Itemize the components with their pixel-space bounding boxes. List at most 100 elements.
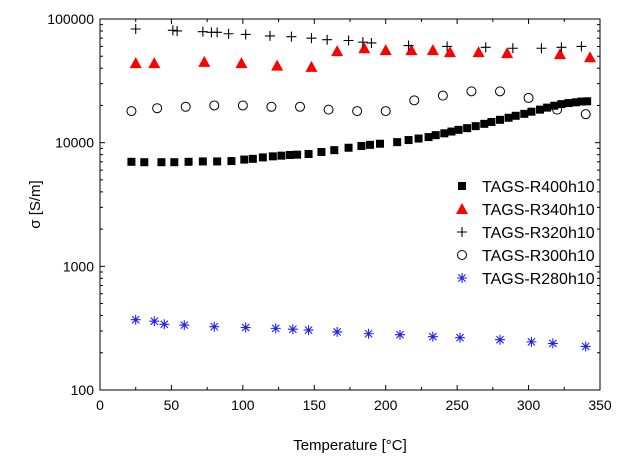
data-point [403, 40, 414, 51]
data-point [317, 148, 326, 157]
data-point [426, 44, 439, 56]
data-point [167, 25, 178, 36]
data-point [536, 43, 547, 54]
x-tick-label: 350 [588, 397, 612, 413]
x-tick-label: 200 [374, 397, 398, 413]
data-point [287, 324, 298, 335]
data-point [366, 140, 374, 149]
data-point [240, 322, 251, 333]
data-point [395, 329, 405, 340]
data-point [405, 44, 418, 56]
data-point [466, 86, 477, 97]
data-point [571, 98, 580, 107]
data-point [209, 100, 220, 111]
data-point [496, 115, 504, 124]
data-point [212, 27, 223, 38]
data-point [148, 57, 161, 69]
data-point [237, 100, 248, 111]
data-point [495, 86, 505, 97]
y-axis: 100 1000 10000 100000 [47, 11, 600, 398]
data-point [248, 154, 257, 163]
data-point [184, 157, 193, 166]
data-point [576, 41, 587, 52]
x-axis-title: Temperature [°C] [293, 437, 407, 454]
data-markers [126, 24, 596, 352]
x-axis: 0 50 100 150 200 250 300 350 [96, 19, 612, 413]
data-point [536, 105, 544, 114]
y-tick-label: 100 [71, 382, 95, 398]
data-point [352, 106, 363, 117]
legend-label: TAGS-R320h10 [482, 225, 595, 242]
data-point [258, 153, 267, 162]
data-point [404, 136, 413, 145]
data-point [240, 29, 251, 40]
data-point [444, 46, 456, 58]
data-point [179, 320, 190, 331]
data-point [127, 157, 136, 166]
data-point [357, 37, 368, 48]
legend-label: TAGS-R280h10 [482, 271, 595, 288]
data-point [305, 60, 318, 72]
legend-marker [458, 182, 466, 190]
data-point [265, 30, 275, 41]
data-point [547, 338, 558, 349]
data-point [552, 104, 563, 115]
data-point [240, 155, 249, 164]
data-point [126, 106, 137, 117]
x-tick-label: 50 [164, 397, 180, 413]
legend-marker [457, 250, 467, 260]
data-point [414, 134, 423, 143]
data-point [295, 101, 305, 112]
data-point [507, 43, 518, 54]
data-point [286, 31, 297, 42]
data-point [543, 103, 552, 112]
data-point [293, 150, 302, 159]
series-TAGS-R280h10 [130, 314, 591, 352]
data-point [580, 341, 591, 352]
data-point [304, 149, 313, 158]
legend-label: TAGS-R400h10 [482, 179, 595, 196]
data-point [463, 124, 472, 133]
data-point [266, 101, 277, 112]
data-point [526, 336, 537, 347]
series-TAGS-R300h10 [126, 86, 591, 120]
data-point [363, 328, 374, 339]
data-point [198, 55, 211, 67]
x-tick-label: 100 [231, 397, 255, 413]
data-point [447, 127, 456, 136]
data-point [227, 157, 236, 166]
data-point [584, 51, 596, 63]
data-point [366, 37, 377, 48]
data-point [471, 122, 480, 131]
data-point [504, 113, 513, 122]
data-point [454, 125, 463, 134]
y-axis-title: σ [S/m] [27, 180, 44, 228]
data-point [379, 44, 392, 56]
data-point [209, 321, 220, 332]
series-TAGS-R320h10 [130, 24, 587, 54]
data-point [472, 46, 485, 58]
data-point [409, 95, 420, 106]
data-point [159, 319, 170, 330]
data-point [577, 97, 586, 106]
data-point [170, 158, 179, 167]
data-point [557, 100, 566, 109]
data-point [343, 35, 354, 46]
data-point [376, 139, 384, 148]
data-point [286, 150, 294, 159]
legend-label: TAGS-R340h10 [482, 202, 595, 219]
data-point [480, 119, 489, 128]
x-tick-label: 150 [303, 397, 327, 413]
data-point [427, 331, 438, 342]
data-point [344, 143, 353, 152]
legend-marker [457, 227, 467, 237]
data-point [271, 59, 284, 71]
data-point [511, 111, 520, 120]
data-point [501, 47, 514, 59]
data-point [357, 141, 366, 150]
data-point [235, 57, 248, 69]
data-point [527, 107, 536, 116]
data-point [198, 157, 207, 166]
legend-marker [457, 273, 467, 283]
